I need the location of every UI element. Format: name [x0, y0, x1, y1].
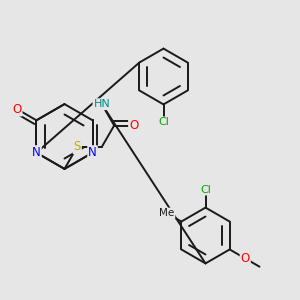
Text: N: N [32, 146, 41, 159]
Text: HN: HN [94, 99, 110, 109]
Text: O: O [129, 119, 138, 132]
Text: Me: Me [159, 208, 175, 218]
Text: Cl: Cl [200, 184, 211, 195]
Text: S: S [74, 140, 81, 153]
Text: O: O [241, 252, 250, 265]
Text: N: N [88, 146, 97, 159]
Text: O: O [12, 103, 22, 116]
Text: Cl: Cl [158, 117, 169, 128]
